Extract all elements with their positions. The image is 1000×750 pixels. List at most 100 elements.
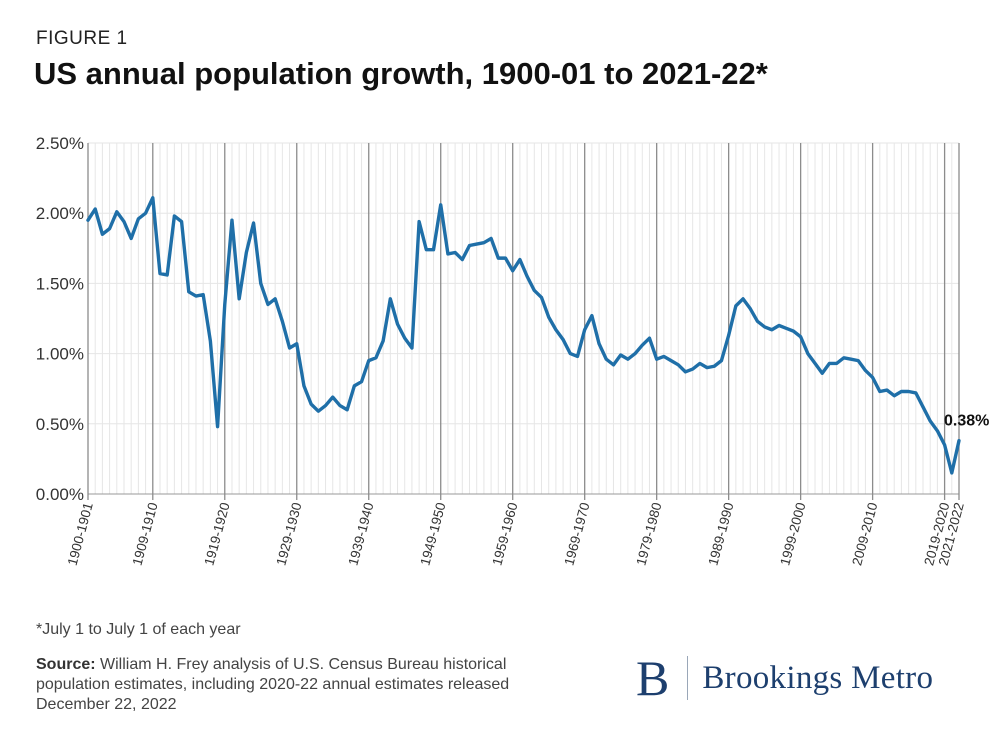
data-point (274, 298, 276, 300)
x-tick-label: 1909-1910 (129, 501, 160, 567)
data-point (547, 316, 549, 318)
data-point (461, 258, 463, 260)
data-point (735, 305, 737, 307)
data-point (864, 369, 866, 371)
data-point (893, 395, 895, 397)
data-point (792, 330, 794, 332)
data-point (850, 358, 852, 360)
data-point (288, 347, 290, 349)
data-point (670, 359, 672, 361)
logo-divider (687, 656, 689, 700)
data-point (951, 472, 953, 474)
data-point (785, 327, 787, 329)
x-axis: 1900-1901 1909-1910 1919-1920 1929-1930 1939… (65, 501, 967, 567)
x-tick-label: 1919-1920 (201, 501, 232, 567)
data-point (677, 364, 679, 366)
data-point (763, 326, 765, 328)
logo-mark: B (636, 650, 670, 706)
data-point (310, 403, 312, 405)
data-point (123, 220, 125, 222)
end-value-label: 0.38% (944, 413, 989, 430)
data-point (418, 220, 420, 222)
data-point (828, 362, 830, 364)
data-point (540, 296, 542, 298)
y-tick-label: 0.50% (36, 415, 84, 434)
source-note: Source: William H. Frey analysis of U.S.… (36, 655, 576, 715)
data-point (943, 444, 945, 446)
x-tick-label: 1989-1990 (705, 501, 736, 567)
data-point (648, 337, 650, 339)
data-point (87, 219, 89, 221)
data-point (663, 355, 665, 357)
data-point (202, 293, 204, 295)
x-tick-label: 1959-1960 (489, 501, 520, 567)
data-point (720, 359, 722, 361)
data-point (188, 291, 190, 293)
data-point (591, 314, 593, 316)
data-point (368, 359, 370, 361)
y-axis: 0.00% 0.50% 1.00% 1.50% 2.00% 2.50% (36, 134, 84, 504)
data-point (922, 406, 924, 408)
data-point (224, 303, 226, 305)
data-point (281, 320, 283, 322)
data-point (252, 222, 254, 224)
data-point (799, 336, 801, 338)
data-point (152, 197, 154, 199)
data-point (843, 357, 845, 359)
series-line (86, 196, 961, 475)
y-tick-label: 2.50% (36, 134, 84, 153)
data-point (94, 208, 96, 210)
data-point (404, 337, 406, 339)
data-point (382, 340, 384, 342)
annotations: 0.38% (944, 413, 989, 430)
data-point (411, 347, 413, 349)
data-point (900, 390, 902, 392)
data-point (317, 410, 319, 412)
x-tick-label: 2009-2010 (849, 501, 880, 567)
x-tick-label: 1979-1980 (633, 501, 664, 567)
figure-label: FIGURE 1 (36, 28, 128, 49)
data-point (476, 243, 478, 245)
data-point (245, 251, 247, 253)
footnote: *July 1 to July 1 of each year (36, 621, 241, 638)
data-point (497, 257, 499, 259)
x-tick-label: 1900-1901 (65, 501, 96, 567)
source-text: William H. Frey analysis of U.S. Census … (36, 656, 510, 713)
data-point (871, 376, 873, 378)
data-point (173, 215, 175, 217)
data-point (332, 396, 334, 398)
data-point (915, 392, 917, 394)
data-point (260, 282, 262, 284)
y-tick-label: 1.00% (36, 345, 84, 364)
brookings-metro-logo: B Brookings Metro (636, 652, 933, 704)
x-tick-label: 1949-1950 (417, 501, 448, 567)
data-point (684, 371, 686, 373)
data-point (180, 220, 182, 222)
data-point (555, 329, 557, 331)
data-point (396, 323, 398, 325)
data-point (605, 358, 607, 360)
data-point (814, 362, 816, 364)
data-point (483, 241, 485, 243)
data-point (375, 357, 377, 359)
data-point (756, 320, 758, 322)
data-point (526, 275, 528, 277)
data-point (238, 298, 240, 300)
x-tick-label: 1999-2000 (777, 501, 808, 567)
data-point (324, 404, 326, 406)
y-tick-label: 2.00% (36, 204, 84, 223)
data-point (339, 404, 341, 406)
data-point (619, 354, 621, 356)
data-point (267, 303, 269, 305)
data-point (562, 338, 564, 340)
data-point (641, 344, 643, 346)
x-tick-label: 1929-1930 (273, 501, 304, 567)
x-tick-label: 1939-1940 (345, 501, 376, 567)
data-point (771, 329, 773, 331)
data-point (627, 358, 629, 360)
data-point (440, 204, 442, 206)
series (86, 196, 961, 475)
data-point (807, 352, 809, 354)
data-point (454, 251, 456, 253)
data-point (598, 343, 600, 345)
